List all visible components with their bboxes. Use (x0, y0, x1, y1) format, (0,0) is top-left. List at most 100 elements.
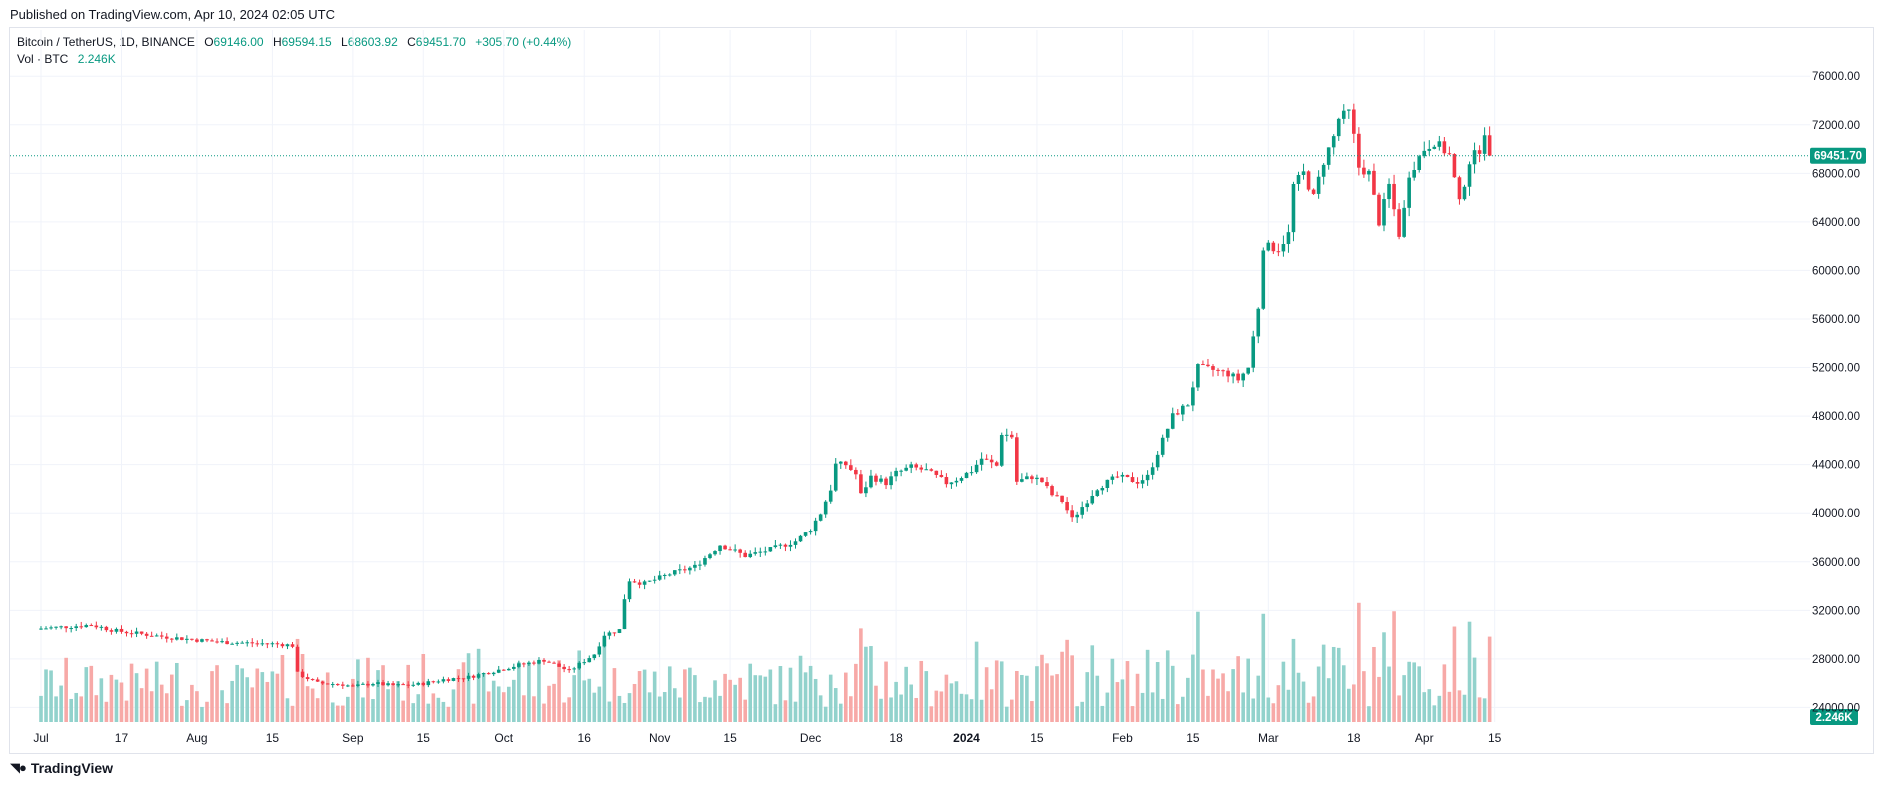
candle-body (833, 463, 838, 491)
candle-body (612, 632, 617, 634)
volume-bar (471, 703, 476, 722)
volume-bar (154, 661, 159, 722)
candle-body (884, 478, 888, 486)
volume-bar (456, 669, 461, 722)
candle-body (94, 625, 99, 628)
volume-bar (315, 698, 320, 722)
volume-bar (74, 692, 79, 722)
candle-body (245, 642, 250, 644)
candle-body (200, 639, 204, 642)
time-tick-label: 15 (266, 731, 280, 745)
time-axis: Jul 17 Aug 15 Sep 15 Oct 16 Nov 15 Dec 18 2024 15 Feb 1… (33, 731, 1501, 745)
candle-body (371, 684, 375, 686)
candle-body (361, 683, 365, 685)
candle-body (1150, 467, 1155, 475)
time-tick-label: 15 (1488, 731, 1502, 745)
candle-body (542, 659, 546, 662)
price-tick-label: 72000.00 (1812, 120, 1860, 132)
volume-bar (1397, 695, 1401, 722)
volume-bar (748, 663, 753, 722)
legend-open-value: 69146.00 (213, 35, 264, 49)
candle-body (667, 574, 672, 576)
volume-bar (426, 703, 431, 722)
candle-body (1050, 486, 1054, 496)
volume-bar (381, 665, 385, 722)
candle-body (54, 626, 58, 628)
volume-bar (869, 646, 873, 722)
volume-bar (446, 706, 451, 722)
time-tick-label: Aug (186, 731, 207, 745)
legend-symbol[interactable]: Bitcoin / TetherUS, 1D, BINANCE (17, 35, 195, 49)
volume-bar (672, 688, 677, 722)
volume-bar (557, 660, 561, 722)
candle-body (230, 643, 234, 645)
tradingview-footer[interactable]: ◥● TradingView (10, 760, 113, 776)
candle-body (1352, 109, 1356, 134)
volume-bar (1432, 705, 1437, 722)
price-tick-label: 44000.00 (1812, 460, 1860, 472)
candle-body (486, 673, 491, 675)
volume-bar (451, 689, 456, 722)
candle-body (662, 574, 667, 576)
volume-bar (999, 661, 1004, 722)
candle-body (919, 467, 924, 470)
candle-body (1105, 479, 1110, 488)
candle-body (1377, 194, 1381, 226)
candle-body (557, 663, 561, 667)
time-tick-label: Sep (342, 731, 364, 745)
candle-body (1407, 177, 1411, 208)
volume-bar (828, 674, 833, 722)
candle-body (1191, 387, 1195, 406)
candle-body (49, 627, 53, 629)
candle-body (1015, 437, 1019, 482)
candle-body (763, 551, 768, 553)
volume-bar (89, 665, 94, 722)
volume-bar (1020, 674, 1024, 722)
candle-body (39, 628, 43, 630)
volume-bar (813, 678, 818, 722)
candle-body (1115, 476, 1120, 478)
volume-bar (501, 692, 506, 722)
volume-bar (391, 685, 395, 722)
volume-bar (406, 664, 410, 722)
volume-bar (240, 668, 244, 722)
volume-bar (300, 653, 305, 722)
volume-bar (647, 692, 652, 722)
price-tick-label: 48000.00 (1812, 411, 1860, 423)
volume-bar (522, 695, 526, 722)
volume-bar (476, 648, 481, 722)
volume-bar (803, 672, 808, 722)
legend-open-label: O (204, 35, 214, 49)
candle-body (678, 569, 682, 571)
volume-bar (844, 672, 848, 722)
volume-bar (1060, 651, 1064, 722)
candle-body (1030, 476, 1034, 480)
candle-body (280, 644, 285, 647)
candle-body (1422, 150, 1427, 157)
time-tick-label: Apr (1415, 731, 1434, 745)
volume-bar (743, 699, 747, 722)
volume-bar (129, 663, 134, 722)
candle-body (446, 679, 451, 681)
volume-bar (1160, 698, 1165, 722)
volume-bar (587, 678, 592, 722)
candle-body (406, 684, 410, 686)
volume-bar (657, 696, 662, 722)
candle-body (99, 626, 104, 628)
volume-bar (728, 679, 732, 722)
volume-bar (1447, 691, 1452, 722)
candle-body (210, 640, 214, 642)
candle-body (869, 475, 873, 488)
candle-body (773, 545, 778, 548)
chart-frame[interactable] (9, 27, 1874, 754)
candle-body (1357, 133, 1361, 168)
candle-body (1095, 490, 1100, 496)
candle-body (421, 682, 426, 686)
volume-bar (688, 667, 692, 722)
legend-volume-label[interactable]: Vol · BTC (17, 52, 69, 66)
volume-bar (506, 686, 511, 722)
footer-brand: TradingView (30, 760, 114, 776)
candle-body (552, 662, 556, 664)
volume-bar (1256, 675, 1261, 722)
